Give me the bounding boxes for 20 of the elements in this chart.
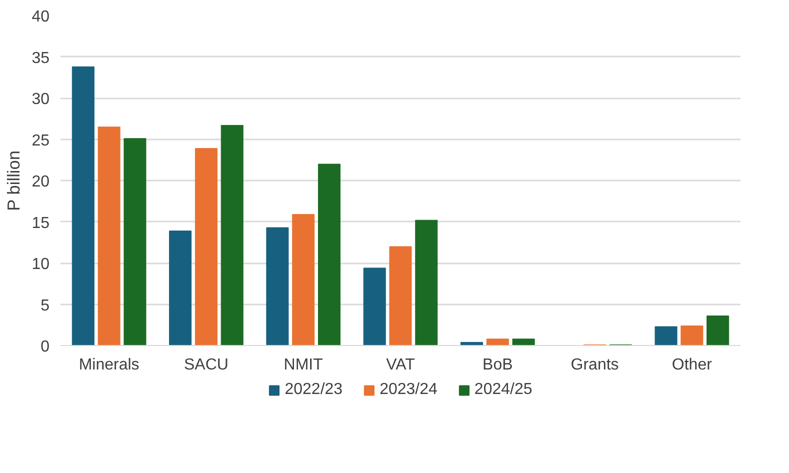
y-tick-label: 25 bbox=[32, 132, 50, 150]
x-tick-label: NMIT bbox=[284, 356, 324, 374]
x-tick-label: BoB bbox=[482, 356, 513, 374]
y-tick-label: 40 bbox=[32, 8, 50, 26]
x-tick-label: VAT bbox=[386, 356, 416, 374]
y-tick-label: 15 bbox=[32, 214, 50, 232]
y-tick-label: 30 bbox=[32, 91, 50, 108]
y-tick-label: 5 bbox=[40, 297, 50, 314]
legend-label: 2023/24 bbox=[380, 381, 438, 399]
x-tick-label: Minerals bbox=[78, 356, 140, 374]
y-tick-label: 10 bbox=[32, 256, 50, 273]
y-tick-label: 0 bbox=[40, 338, 50, 356]
y-tick-label: 20 bbox=[32, 174, 50, 190]
x-tick-label: Other bbox=[672, 356, 713, 374]
legend-label: 2024/25 bbox=[474, 381, 532, 399]
x-tick-label: Grants bbox=[570, 356, 619, 374]
x-tick-label: SACU bbox=[184, 356, 228, 374]
y-tick-label: 35 bbox=[32, 50, 50, 67]
y-axis-title: P billion bbox=[4, 150, 24, 211]
legend-label: 2022/23 bbox=[284, 381, 343, 399]
